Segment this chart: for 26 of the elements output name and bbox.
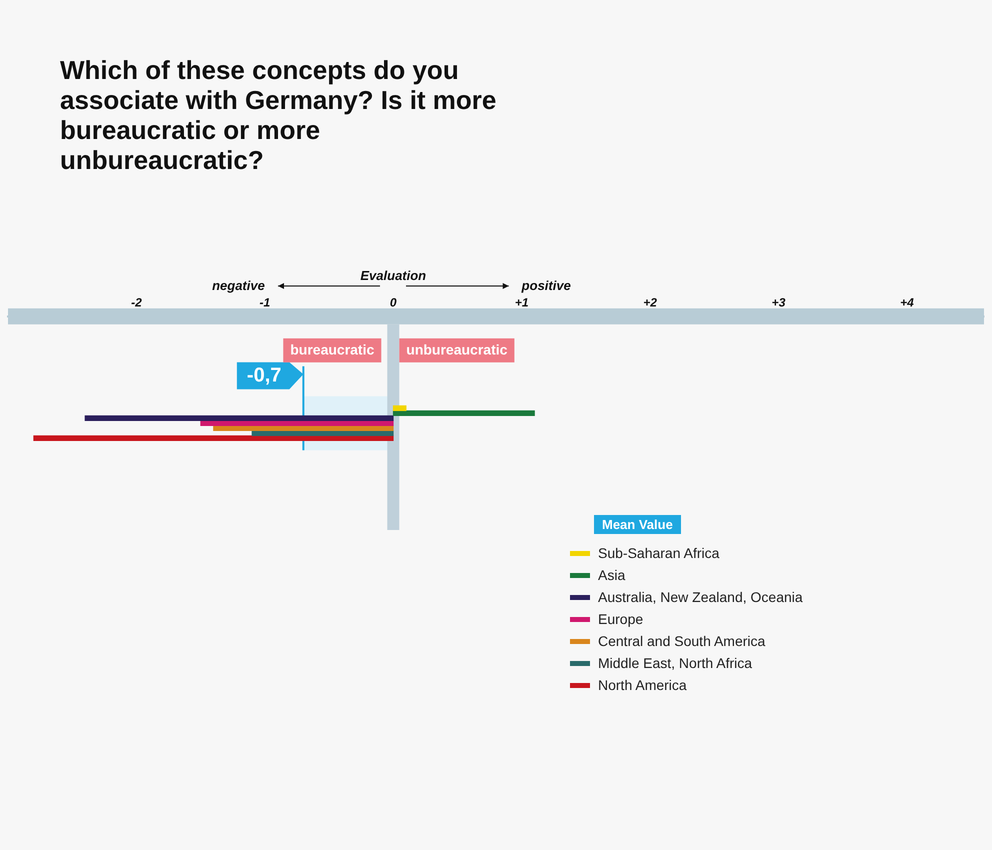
- ref-line-label: -0,7: [246, 364, 282, 387]
- x-tick-label: +4: [900, 296, 914, 310]
- text: positive: [520, 278, 571, 293]
- bar: [392, 410, 535, 416]
- x-tick-label: 0: [390, 296, 397, 310]
- legend-label: Central and South America: [598, 633, 766, 649]
- x-tick-label: -1: [260, 296, 270, 310]
- bar: [84, 415, 394, 422]
- annotation: unbureaucratic: [406, 341, 508, 358]
- legend-label: Europe: [598, 611, 644, 627]
- x-tick-label: +3: [772, 296, 786, 310]
- legend-label: Asia: [598, 567, 626, 583]
- legend-label: Australia, New Zealand, Oceania: [598, 589, 803, 605]
- legend-label: Middle East, North Africa: [598, 655, 752, 671]
- text: Evaluation: [360, 268, 426, 283]
- annotation: Mean Value: [594, 515, 681, 534]
- x-tick-label: +2: [643, 296, 658, 310]
- text: negative: [212, 278, 265, 293]
- legend-label: Sub-Saharan Africa: [598, 545, 720, 561]
- chart-title: Which of these concepts do you associate with Germany? Is it more bureaucratic or more unbureaucratic?: [60, 55, 498, 175]
- legend-label: North America: [598, 677, 687, 693]
- bar: [33, 435, 394, 442]
- bar: [392, 405, 406, 412]
- x-tick-label: +1: [514, 296, 529, 310]
- x-tick-label: -2: [131, 296, 142, 310]
- annotation: bureaucratic: [290, 341, 374, 358]
